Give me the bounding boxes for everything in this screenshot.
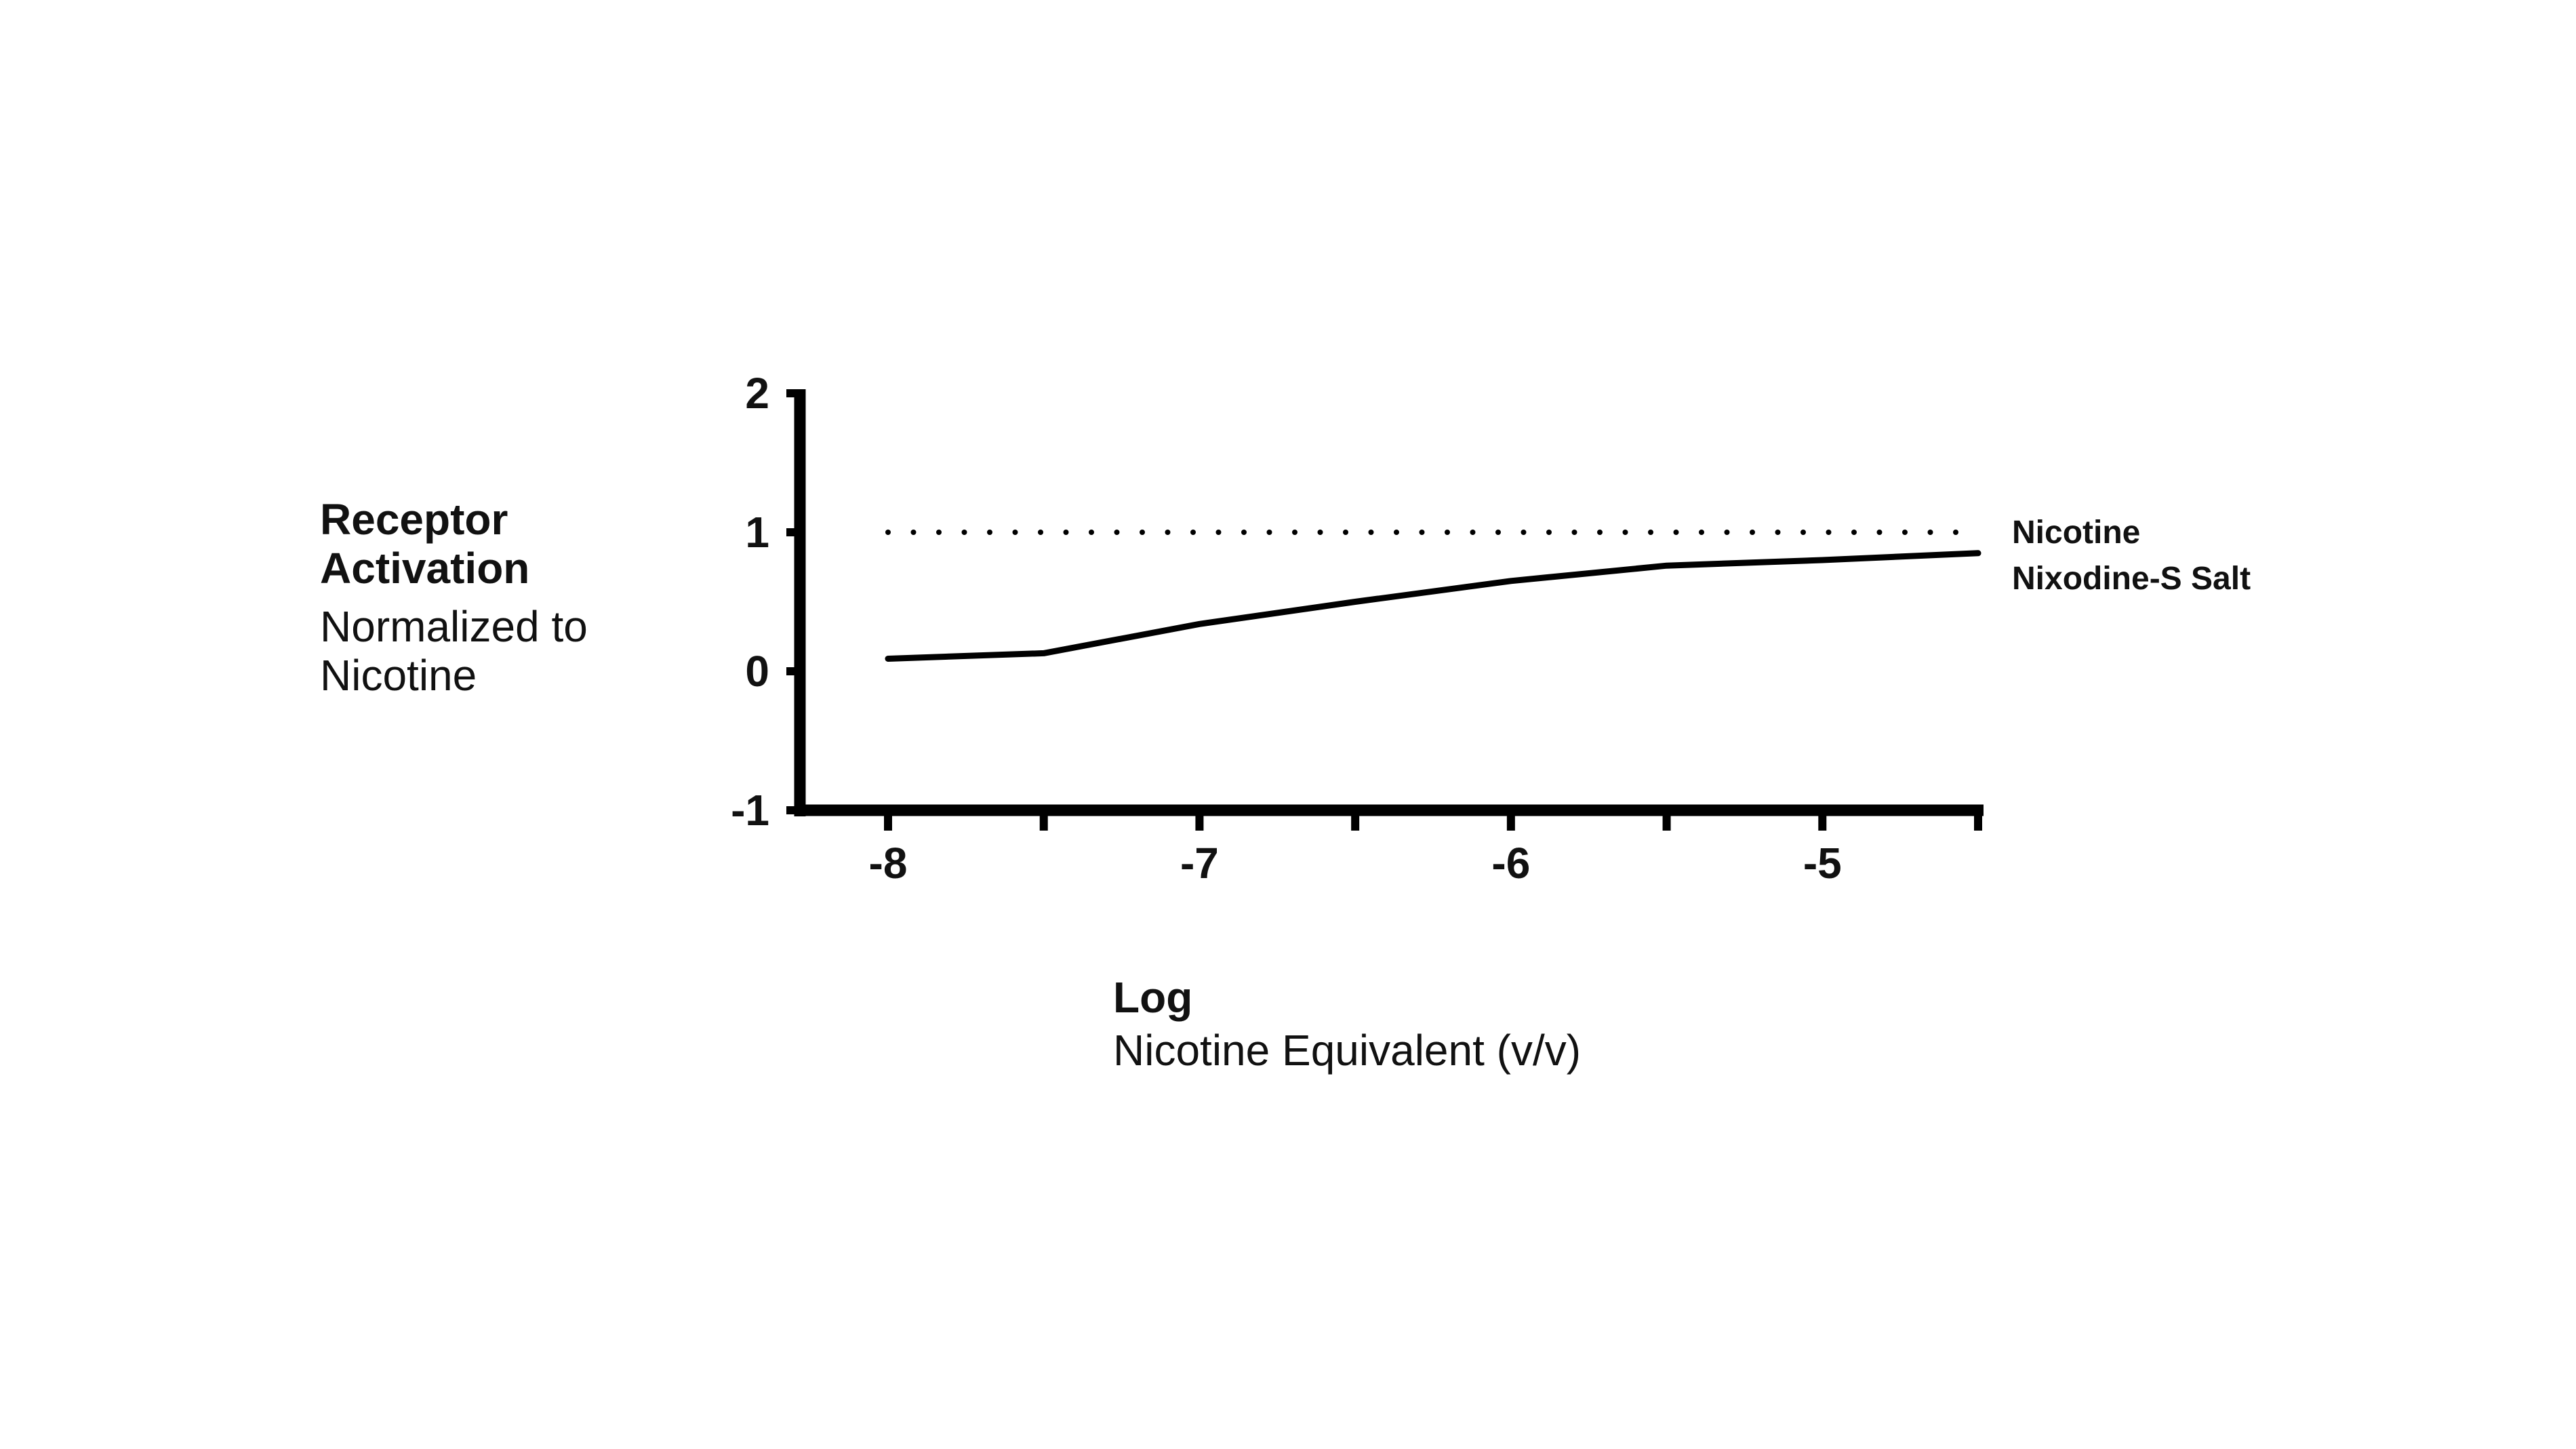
axes bbox=[794, 389, 1984, 816]
series-line-1 bbox=[885, 550, 1981, 662]
x-axis-subtitle: Nicotine Equivalent (v/v) bbox=[1113, 1026, 1582, 1075]
y-axis-subtitle: Normalized to Nicotine bbox=[320, 602, 588, 700]
x-axis-label: Log Nicotine Equivalent (v/v) bbox=[1113, 972, 1927, 1077]
series-0-point-2 bbox=[1199, 532, 1200, 533]
x-tick-label-6: -5 bbox=[1803, 839, 1842, 888]
series-0-point-6 bbox=[1822, 532, 1823, 533]
x-tick-label-4: -6 bbox=[1491, 839, 1530, 888]
series-0-point-7 bbox=[1977, 532, 1979, 533]
series-label-0: Nicotine bbox=[2012, 515, 2140, 551]
series-labels: Nicotine Nixodine-S Salt bbox=[2012, 515, 2251, 597]
series-0-point-3 bbox=[1354, 532, 1356, 533]
y-axis-label: Receptor Activation Normalized to Nicoti… bbox=[320, 495, 700, 700]
y-tick-label-2: 1 bbox=[745, 508, 769, 557]
series-0-point-5 bbox=[1666, 532, 1668, 533]
x-tick-label-2: -7 bbox=[1180, 839, 1219, 888]
ticks: -1 0 1 2 -8 -7 -6 -5 bbox=[731, 369, 1982, 888]
series-label-1: Nixodine-S Salt bbox=[2012, 561, 2251, 597]
y-tick-label-0: -1 bbox=[731, 786, 769, 835]
x-tick-label-0: -8 bbox=[869, 839, 908, 888]
series bbox=[885, 530, 1981, 662]
y-tick-label-3: 2 bbox=[745, 369, 769, 418]
x-axis-title: Log bbox=[1113, 973, 1193, 1022]
y-tick-label-1: 0 bbox=[745, 647, 769, 696]
series-0-point-1 bbox=[1043, 532, 1045, 533]
y-axis-title: Receptor Activation bbox=[320, 495, 530, 593]
series-0-point-4 bbox=[1510, 532, 1512, 533]
